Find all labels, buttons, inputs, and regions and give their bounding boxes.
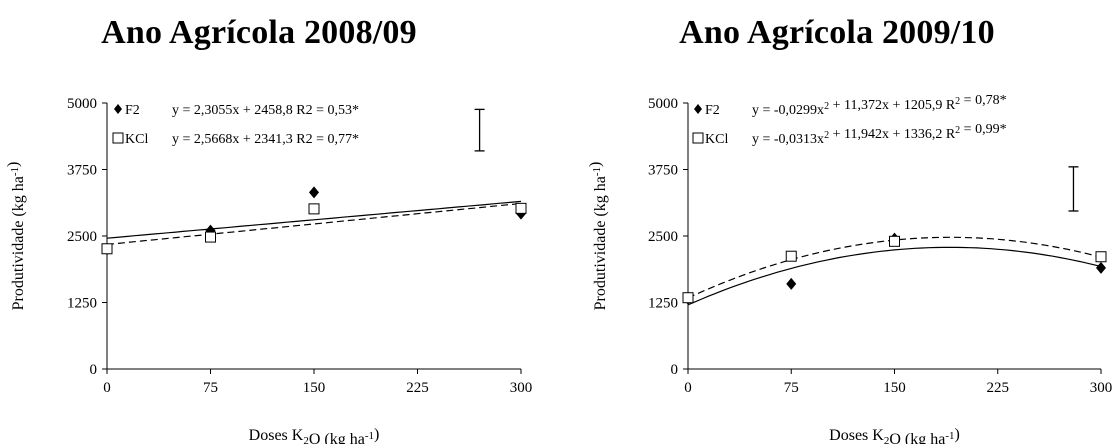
legend-label-f2: F2	[125, 103, 140, 118]
legend-equation-f2: y = -0,0299x2 + 11,372x + 1205,9 R2 = 0,…	[752, 93, 1007, 118]
legend-label-f2: F2	[705, 103, 720, 118]
legend-label-kcl: KCl	[125, 132, 148, 147]
data-point-kcl	[785, 250, 797, 262]
y-axis-label: Produtividade (kg ha-1)	[5, 162, 27, 311]
y-axis-label: Produtividade (kg ha-1)	[587, 162, 609, 311]
x-tick-label: 150	[883, 380, 906, 396]
x-tick-label: 75	[203, 380, 218, 396]
trendline-f2	[106, 200, 522, 239]
y-tick-label: 0	[90, 362, 98, 378]
chart-title: Ano Agrícola 2008/09	[101, 14, 417, 51]
y-tick-label: 3750	[67, 163, 97, 179]
y-tick-label: 5000	[648, 96, 678, 112]
legend-marker-f2	[694, 104, 702, 114]
legend-marker-kcl	[692, 132, 704, 144]
data-point-f2	[786, 277, 797, 290]
legend-equation-kcl: y = -0,0313x2 + 11,942x + 1336,2 R2 = 0,…	[752, 122, 1007, 147]
trendline-kcl	[106, 202, 522, 245]
x-tick-label: 300	[510, 380, 533, 396]
y-tick-label: 0	[671, 362, 679, 378]
y-tick-label: 3750	[648, 163, 678, 179]
chart-title: Ano Agrícola 2009/10	[679, 14, 995, 51]
x-tick-label: 150	[303, 380, 326, 396]
chart-svg-2009-10: 0 1250 2500 3750 5000 0 75 150 225 300 Doses K2O (…	[587, 93, 1113, 444]
y-tick-label: 1250	[648, 296, 678, 312]
trendline-f2	[687, 246, 1102, 306]
x-axis-label: Doses K2O (kg ha-1)	[829, 426, 960, 444]
x-axis-label: Doses K2O (kg ha-1)	[249, 426, 380, 444]
legend-marker-kcl	[112, 132, 124, 144]
data-point-kcl	[682, 292, 694, 304]
legend-label-kcl: KCl	[705, 132, 728, 147]
data-point-kcl	[205, 231, 216, 243]
data-point-kcl	[1095, 251, 1107, 263]
data-point-f2	[1096, 261, 1106, 274]
data-point-kcl	[101, 243, 113, 255]
chart-svg-2008-09: 0 1250 2500 3750 5000 0 75 150 225 300 Doses K2O (…	[5, 96, 533, 444]
data-point-kcl	[308, 203, 320, 215]
x-tick-label: 0	[684, 380, 692, 396]
y-tick-label: 2500	[67, 229, 97, 245]
data-point-f2	[309, 186, 319, 199]
chart-panel-2008-09: Ano Agrícola 2008/09 0 1250 2500 3750 5000 0 7…	[5, 14, 533, 444]
y-tick-label: 1250	[67, 296, 97, 312]
y-tick-label: 5000	[67, 96, 97, 112]
data-point-kcl	[889, 235, 900, 247]
data-point-kcl	[515, 202, 527, 214]
legend-marker-f2	[114, 104, 122, 114]
x-tick-label: 75	[784, 380, 799, 396]
x-tick-label: 225	[987, 380, 1010, 396]
y-tick-label: 2500	[648, 229, 678, 245]
x-tick-label: 0	[103, 380, 111, 396]
x-tick-label: 300	[1090, 380, 1113, 396]
legend-equation-f2: y = 2,3055x + 2458,8 R2 = 0,53*	[172, 103, 359, 118]
x-tick-label: 225	[406, 380, 429, 396]
chart-panel-2009-10: Ano Agrícola 2009/10 0 1250 2500 3750 5000 0 7…	[558, 0, 1116, 444]
legend-equation-kcl: y = 2,5668x + 2341,3 R2 = 0,77*	[172, 132, 359, 147]
